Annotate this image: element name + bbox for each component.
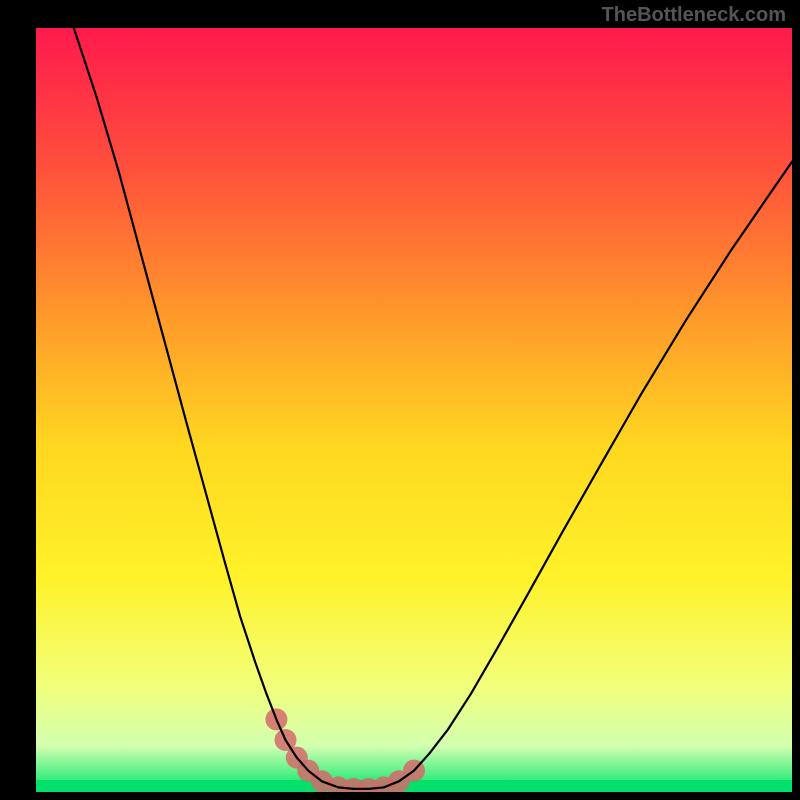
watermark-text: TheBottleneck.com [602, 4, 786, 27]
outer-frame [0, 0, 800, 800]
